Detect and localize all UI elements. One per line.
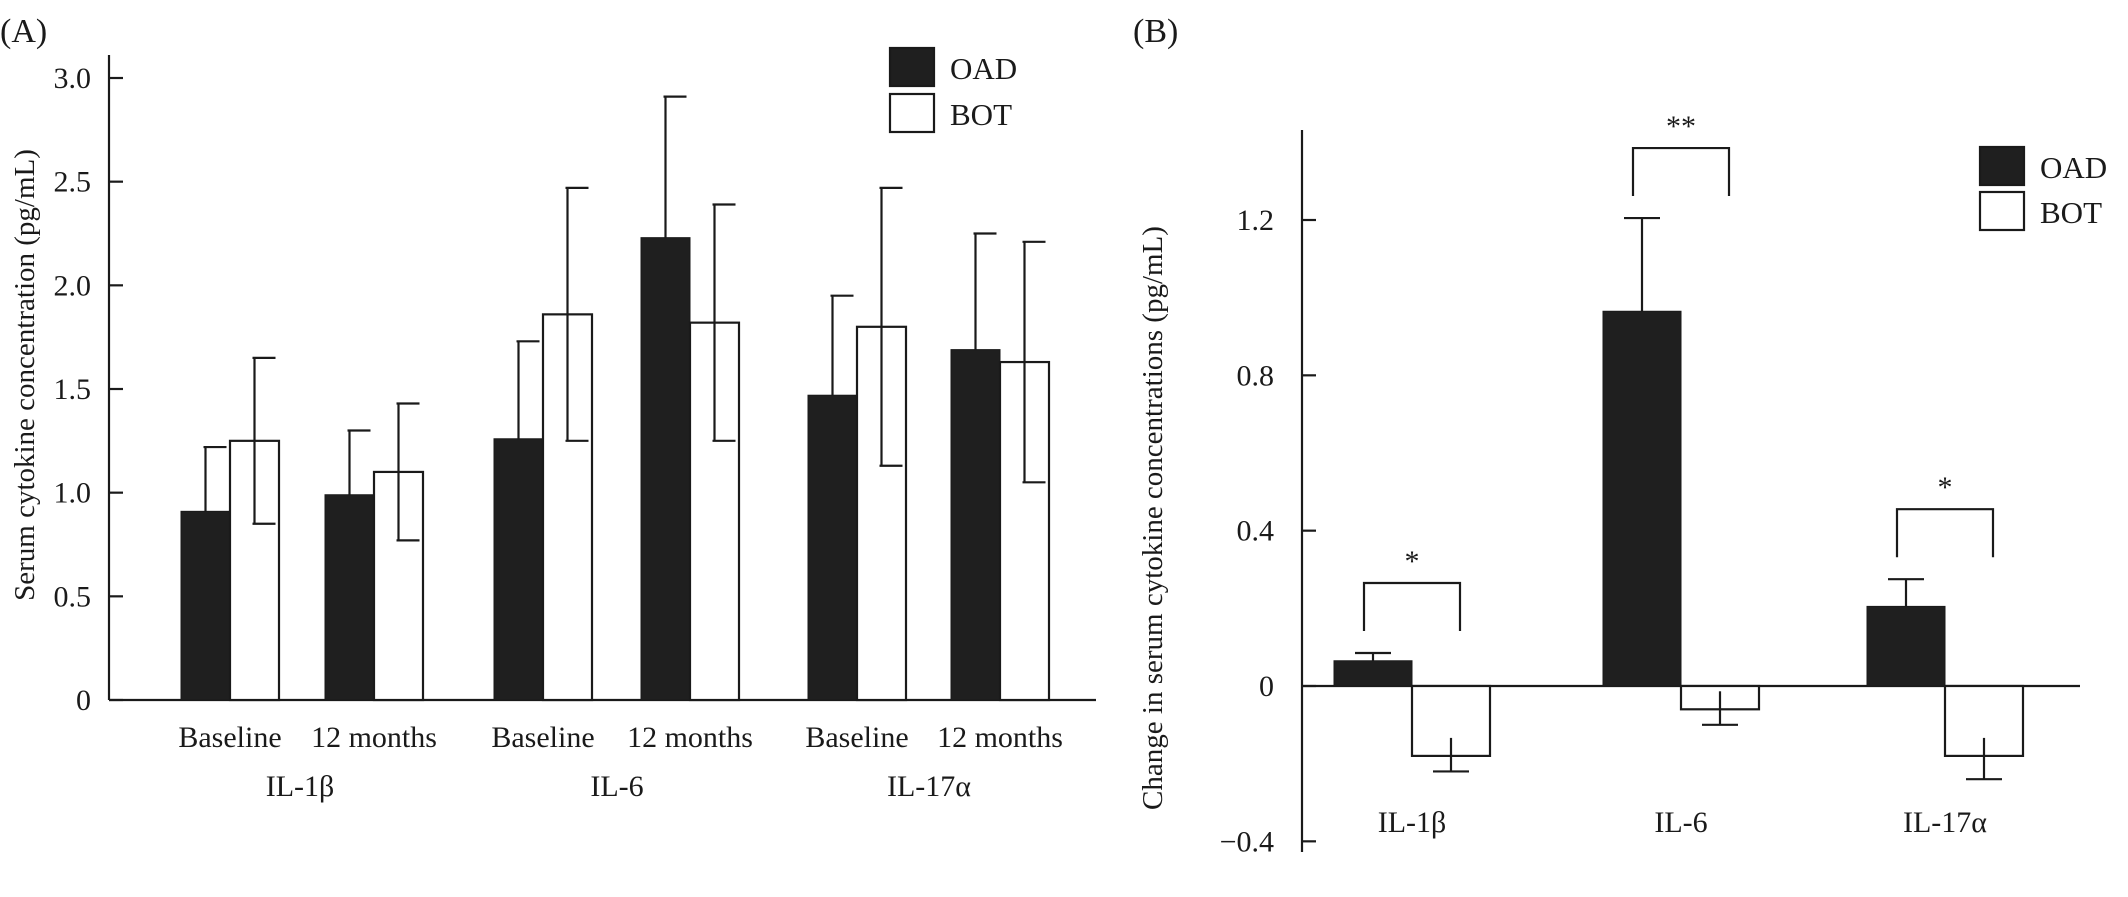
bar-oad bbox=[1333, 660, 1413, 687]
panel-a-subgroup-label: Baseline bbox=[491, 721, 594, 754]
panel-a-bars bbox=[180, 95, 1051, 702]
significance-marker: ** bbox=[1666, 110, 1696, 143]
panel-a-subgroup-label: Baseline bbox=[805, 721, 908, 754]
significance-marker: * bbox=[1405, 545, 1420, 578]
panel-a-x-labels: Baseline 12 months IL-1β Baseline 12 months I… bbox=[178, 721, 1063, 803]
panel-a-y-tick-label: 0.5 bbox=[54, 580, 92, 613]
panel-b-y-tick-label: 1.2 bbox=[1237, 204, 1275, 237]
panel-b-y-tick-label: −0.4 bbox=[1220, 825, 1274, 858]
panel-a: (A) Serum cytokine concentration (pg/mL)… bbox=[0, 13, 1096, 803]
legend-label: OAD bbox=[2040, 150, 2107, 185]
panel-a-subgroup-label: 12 months bbox=[627, 721, 753, 754]
bar-oad bbox=[950, 349, 1001, 701]
legend-swatch-bot bbox=[1978, 190, 2026, 232]
panel-b-y-tick-label: 0.8 bbox=[1237, 359, 1275, 392]
panel-b-category-label: IL-17α bbox=[1903, 806, 1987, 839]
panel-b-y-axis-label: Change in serum cytokine concentrations … bbox=[1137, 226, 1169, 810]
legend-swatch-oad bbox=[888, 46, 936, 88]
panel-b-label: (B) bbox=[1133, 13, 1178, 50]
bar-bot bbox=[228, 439, 281, 702]
legend-swatch-oad bbox=[1978, 145, 2026, 187]
legend-label: OAD bbox=[950, 51, 1017, 86]
panel-a-y-tick-label: 0 bbox=[76, 684, 91, 717]
significance-marker: * bbox=[1938, 471, 1953, 504]
panel-a-label: (A) bbox=[0, 13, 47, 50]
legend-label: BOT bbox=[950, 97, 1012, 132]
bar-oad bbox=[1866, 605, 1946, 687]
panel-a-group-label: IL-1β bbox=[266, 770, 335, 803]
panel-b-y-tick-label: 0.4 bbox=[1237, 515, 1275, 548]
panel-a-y-tick-label: 2.0 bbox=[54, 269, 92, 302]
bar-oad bbox=[493, 438, 544, 701]
significance-bracket bbox=[1362, 581, 1462, 631]
panel-a-group-label: IL-6 bbox=[590, 770, 643, 803]
legend-label: BOT bbox=[2040, 195, 2102, 230]
significance-bracket bbox=[1631, 146, 1731, 197]
panel-b-category-label: IL-6 bbox=[1654, 806, 1707, 839]
panel-a-legend: OAD BOT bbox=[888, 46, 1017, 134]
panel-a-subgroup-label: Baseline bbox=[178, 721, 281, 754]
panel-a-y-tick-label: 1.5 bbox=[54, 373, 92, 406]
bar-oad bbox=[807, 394, 858, 701]
panel-a-subgroup-label: 12 months bbox=[311, 721, 437, 754]
panel-b-y-tick-label: 0 bbox=[1259, 670, 1274, 703]
panel-a-y-axis-label: Serum cytokine concentration (pg/mL) bbox=[9, 149, 41, 601]
panel-b-legend: OAD BOT bbox=[1978, 145, 2107, 232]
legend-swatch-bot bbox=[888, 92, 936, 134]
significance-bracket bbox=[1895, 508, 1995, 558]
bar-oad bbox=[324, 494, 375, 701]
panel-b: (B) Change in serum cytokine concentrati… bbox=[1133, 13, 2107, 858]
panel-a-y-tick-label: 2.5 bbox=[54, 166, 92, 199]
panel-b-bars bbox=[1333, 216, 2025, 781]
bar-oad bbox=[640, 237, 691, 701]
panel-a-y-tick-label: 1.0 bbox=[54, 477, 92, 510]
bar-oad bbox=[180, 510, 231, 701]
panel-a-subgroup-label: 12 months bbox=[937, 721, 1063, 754]
panel-a-y-tick-label: 3.0 bbox=[54, 62, 92, 95]
bar-oad bbox=[1602, 310, 1682, 687]
panel-b-significance: **** bbox=[1362, 110, 1995, 631]
panel-a-group-label: IL-17α bbox=[887, 770, 971, 803]
panel-b-x-labels: IL-1β IL-6 IL-17α bbox=[1378, 806, 1988, 839]
panel-b-category-label: IL-1β bbox=[1378, 806, 1447, 839]
